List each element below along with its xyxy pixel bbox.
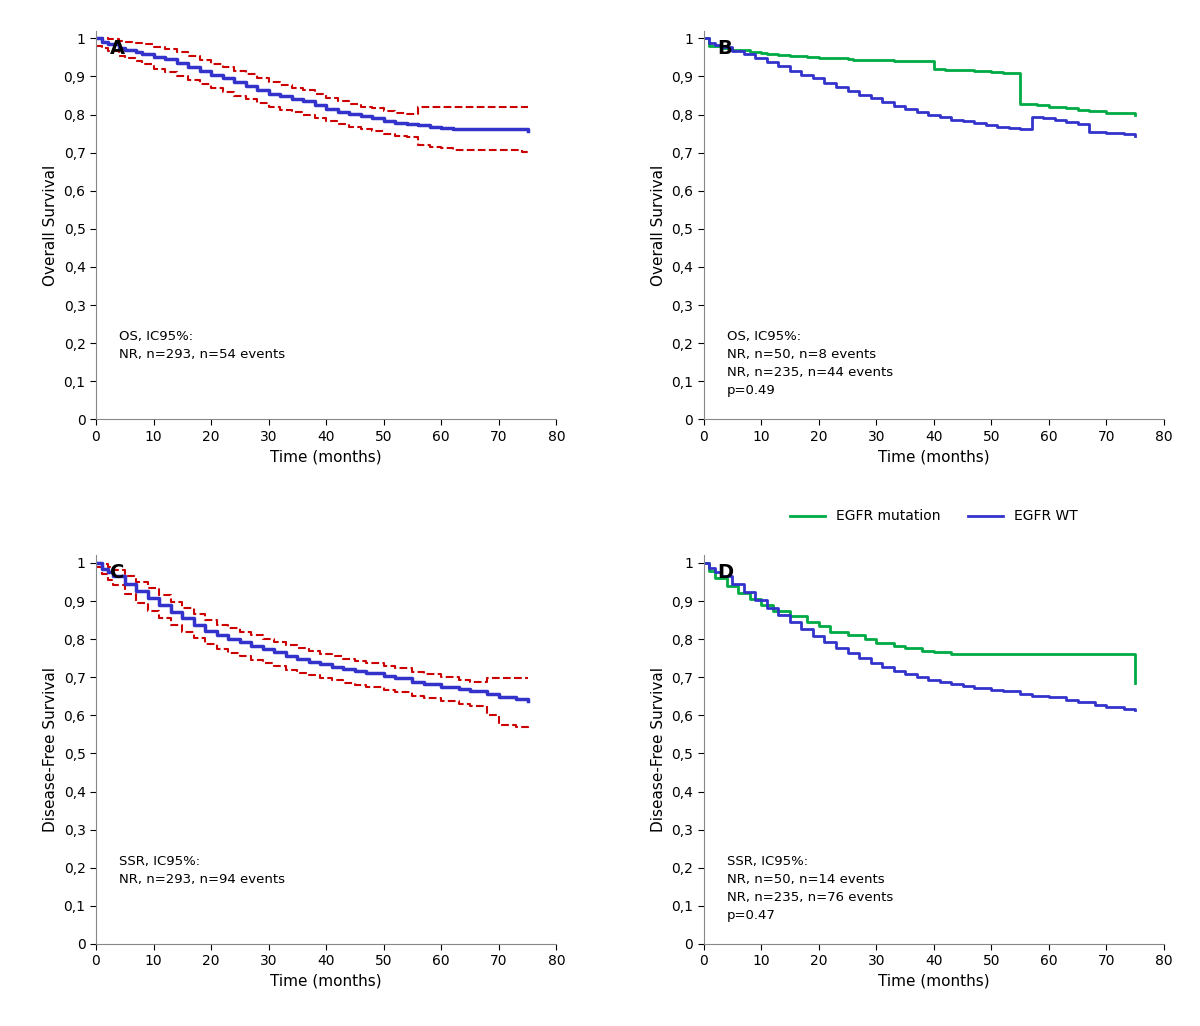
Text: D: D: [718, 563, 733, 582]
Text: SSR, IC95%:
NR, n=50, n=14 events
NR, n=235, n=76 events
p=0.47: SSR, IC95%: NR, n=50, n=14 events NR, n=…: [727, 855, 893, 921]
Text: OS, IC95%:
NR, n=293, n=54 events: OS, IC95%: NR, n=293, n=54 events: [119, 330, 286, 361]
X-axis label: Time (months): Time (months): [878, 974, 990, 989]
Y-axis label: Disease-Free Survival: Disease-Free Survival: [43, 667, 58, 832]
X-axis label: Time (months): Time (months): [270, 974, 382, 989]
Y-axis label: Disease-Free Survival: Disease-Free Survival: [650, 667, 666, 832]
X-axis label: Time (months): Time (months): [270, 449, 382, 465]
Legend: EGFR mutation, EGFR WT: EGFR mutation, EGFR WT: [785, 504, 1084, 529]
Text: B: B: [718, 39, 732, 57]
Text: A: A: [110, 39, 125, 57]
Text: OS, IC95%:
NR, n=50, n=8 events
NR, n=235, n=44 events
p=0.49: OS, IC95%: NR, n=50, n=8 events NR, n=23…: [727, 330, 893, 397]
Text: SSR, IC95%:
NR, n=293, n=94 events: SSR, IC95%: NR, n=293, n=94 events: [119, 855, 286, 885]
Y-axis label: Overall Survival: Overall Survival: [650, 164, 666, 285]
X-axis label: Time (months): Time (months): [878, 449, 990, 465]
Y-axis label: Overall Survival: Overall Survival: [43, 164, 58, 285]
Text: C: C: [110, 563, 124, 582]
